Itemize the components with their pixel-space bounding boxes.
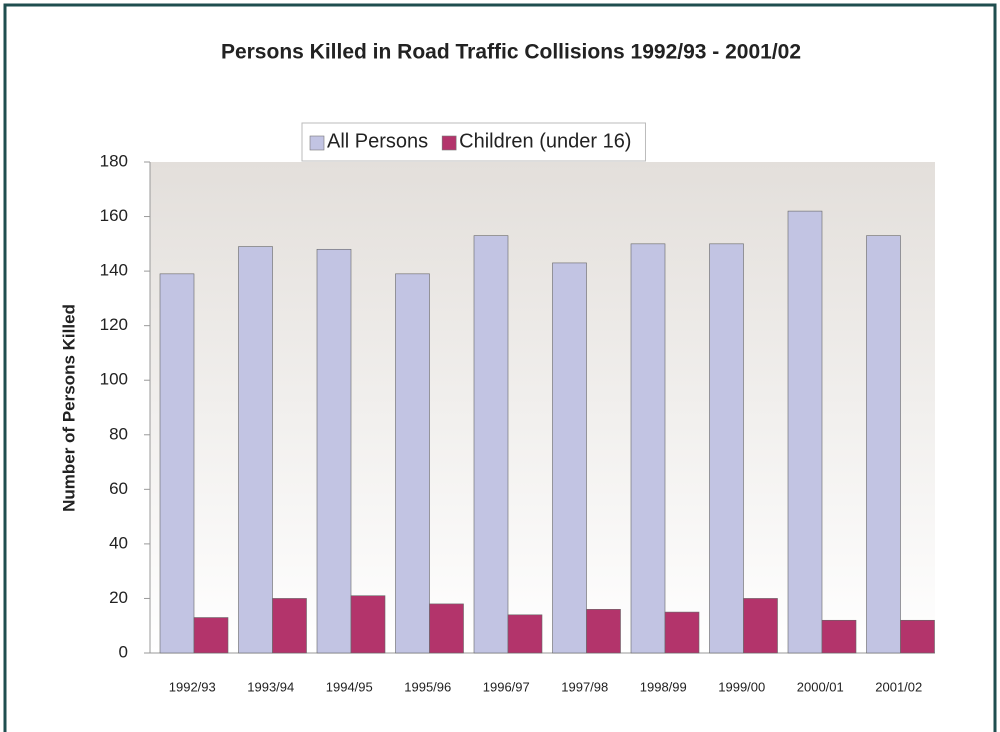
y-tick-label: 40 — [109, 533, 128, 552]
y-axis-label: Number of Persons Killed — [59, 304, 78, 512]
y-tick-label: 140 — [100, 261, 128, 280]
x-tick-label: 2000/01 — [797, 679, 844, 694]
y-tick-label: 80 — [109, 424, 128, 443]
legend-swatch — [441, 135, 457, 151]
y-tick-label: 0 — [119, 642, 128, 661]
bar — [507, 614, 543, 654]
x-tick-label: 1999/00 — [718, 679, 765, 694]
bar — [316, 248, 352, 654]
x-tick-label: 1997/98 — [561, 679, 608, 694]
y-tick-label: 180 — [100, 151, 128, 170]
bar — [630, 243, 666, 654]
bar — [866, 235, 901, 654]
x-tick-label: 1993/94 — [247, 679, 294, 694]
y-tick-label: 60 — [109, 479, 128, 498]
x-tick-label: 1994/95 — [326, 679, 373, 694]
bar — [193, 617, 229, 654]
x-tick-label: 1998/99 — [640, 679, 687, 694]
bar — [664, 611, 700, 654]
bar — [395, 273, 430, 654]
y-tick-label: 160 — [100, 206, 128, 225]
y-tick-label: 100 — [100, 370, 128, 389]
bar — [272, 598, 307, 654]
bar — [552, 262, 587, 654]
x-tick-label: 1992/93 — [169, 679, 216, 694]
bar — [429, 603, 464, 654]
x-tick-label: 1995/96 — [404, 679, 451, 694]
legend-label: Children (under 16) — [459, 130, 631, 152]
bar — [586, 609, 621, 654]
frame-border — [3, 3, 997, 732]
x-tick-label: 2001/02 — [875, 679, 922, 694]
y-tick-label: 120 — [100, 315, 128, 334]
y-tick-label: 20 — [109, 588, 128, 607]
chart-title: Persons Killed in Road Traffic Collision… — [221, 41, 801, 64]
bar — [238, 246, 273, 654]
bar — [159, 273, 195, 654]
legend-swatch — [309, 135, 325, 151]
bar — [787, 210, 823, 654]
legend-label: All Persons — [327, 130, 428, 152]
bar — [709, 243, 744, 654]
legend-box — [301, 122, 646, 162]
x-tick-label: 1996/97 — [483, 679, 530, 694]
bar — [473, 235, 509, 654]
bar — [743, 598, 778, 654]
bar — [350, 595, 386, 654]
bar — [900, 619, 935, 654]
bar — [821, 619, 857, 654]
